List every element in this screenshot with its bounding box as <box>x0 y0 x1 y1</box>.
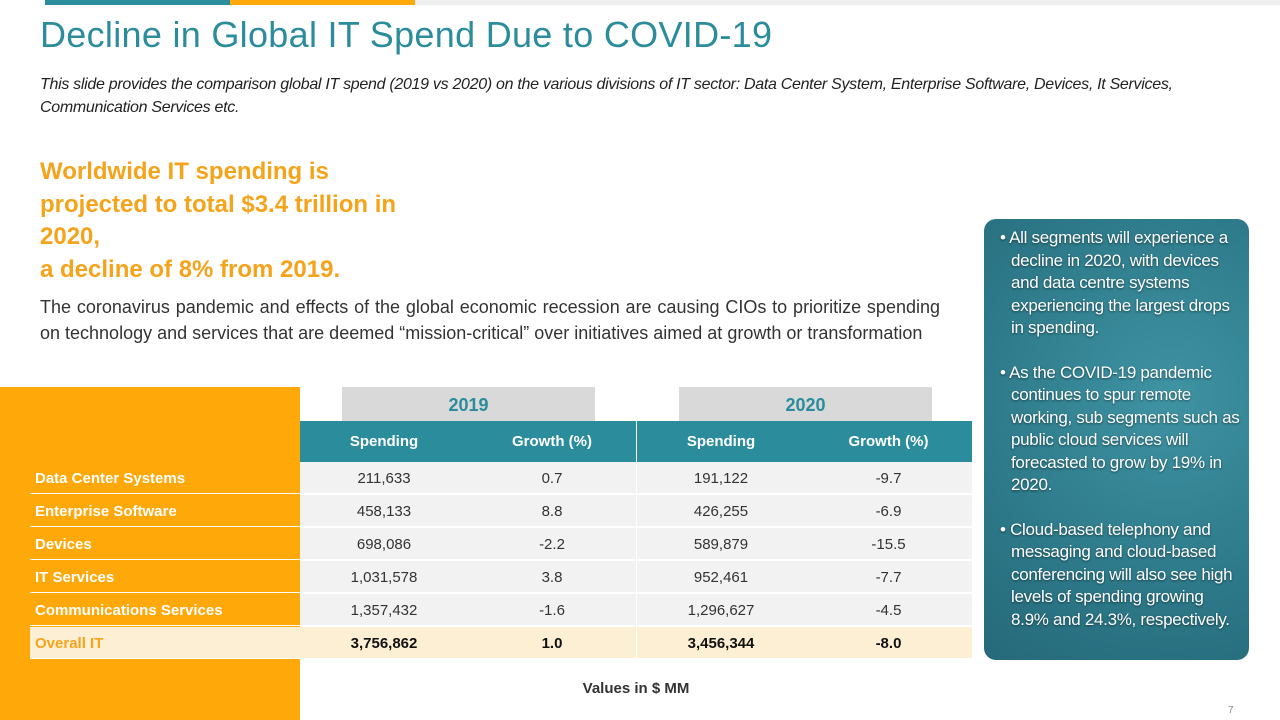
table-cell: -7.7 <box>805 561 972 593</box>
top-bar-orange <box>230 0 415 5</box>
highlight-line: Worldwide IT spending is projected to to… <box>40 158 397 250</box>
table-cell: 8.8 <box>468 495 636 527</box>
row-label: Communications Services <box>30 594 300 626</box>
sidebar-bullet: • All segments will experience a decline… <box>992 227 1241 340</box>
table-cell: 1,296,627 <box>636 594 805 626</box>
bullet-dot: • <box>1000 228 1010 247</box>
row-label: Devices <box>30 528 300 560</box>
row-label: Enterprise Software <box>30 495 300 527</box>
row-label: IT Services <box>30 561 300 593</box>
column-header: Spending <box>636 421 805 462</box>
top-bar-gray <box>415 0 1280 5</box>
table-cell: 3,756,862 <box>300 627 468 659</box>
sidebar-bullet: • Cloud-based telephony and messaging an… <box>992 519 1241 632</box>
table-cell: 191,122 <box>636 462 805 494</box>
table-cell: -4.5 <box>805 594 972 626</box>
year-header: 2020 <box>679 387 932 421</box>
highlight: Worldwide IT spending is projected to to… <box>40 156 400 286</box>
table-cell: 1,031,578 <box>300 561 468 593</box>
table-cell: 698,086 <box>300 528 468 560</box>
column-header: Growth (%) <box>805 421 972 462</box>
table-cell: -9.7 <box>805 462 972 494</box>
table-cell: 0.7 <box>468 462 636 494</box>
column-header: Growth (%) <box>468 421 636 462</box>
subtitle: This slide provides the comparison globa… <box>40 76 1173 116</box>
table-cell: -6.9 <box>805 495 972 527</box>
top-bar-teal <box>45 0 230 5</box>
sidebar-bullet: • As the COVID-19 pandemic continues to … <box>992 362 1241 497</box>
bullet-dot: • <box>1000 362 1010 382</box>
column-header: Spending <box>300 421 468 462</box>
table-cell: 211,633 <box>300 462 468 494</box>
table-cell: 952,461 <box>636 561 805 593</box>
table-cell: -2.2 <box>468 528 636 560</box>
bullet-text: All segments will experience a decline i… <box>1009 228 1230 337</box>
row-label: Data Center Systems <box>30 462 300 494</box>
bullet-text: Cloud-based telephony and messaging and … <box>1010 519 1233 629</box>
sidebar: • All segments will experience a decline… <box>984 219 1249 660</box>
table-cell: 1,357,432 <box>300 594 468 626</box>
table-cell: 3,456,344 <box>636 627 805 659</box>
row-label: Overall IT <box>30 627 300 659</box>
table-cell: 458,133 <box>300 495 468 527</box>
table-note: Values in $ MM <box>582 680 690 697</box>
table-cell: 3.8 <box>468 561 636 593</box>
table-cell: -15.5 <box>805 528 972 560</box>
highlight-line: a decline of 8% from 2019. <box>40 255 341 283</box>
table-cell: 1.0 <box>468 627 636 659</box>
table-cell: -1.6 <box>468 594 636 626</box>
bullet-text: As the COVID-19 pandemic continues to sp… <box>1009 362 1240 495</box>
table-cell: -8.0 <box>805 627 972 659</box>
table-cell: 426,255 <box>636 495 805 527</box>
title: Decline in Global IT Spend Due to COVID-… <box>40 14 773 55</box>
table-cell: 589,879 <box>636 528 805 560</box>
year-header: 2019 <box>342 387 595 421</box>
page-number: 7 <box>1228 705 1234 716</box>
body-text: The coronavirus pandemic and effects of … <box>40 297 940 343</box>
bullet-dot: • <box>1000 519 1011 539</box>
